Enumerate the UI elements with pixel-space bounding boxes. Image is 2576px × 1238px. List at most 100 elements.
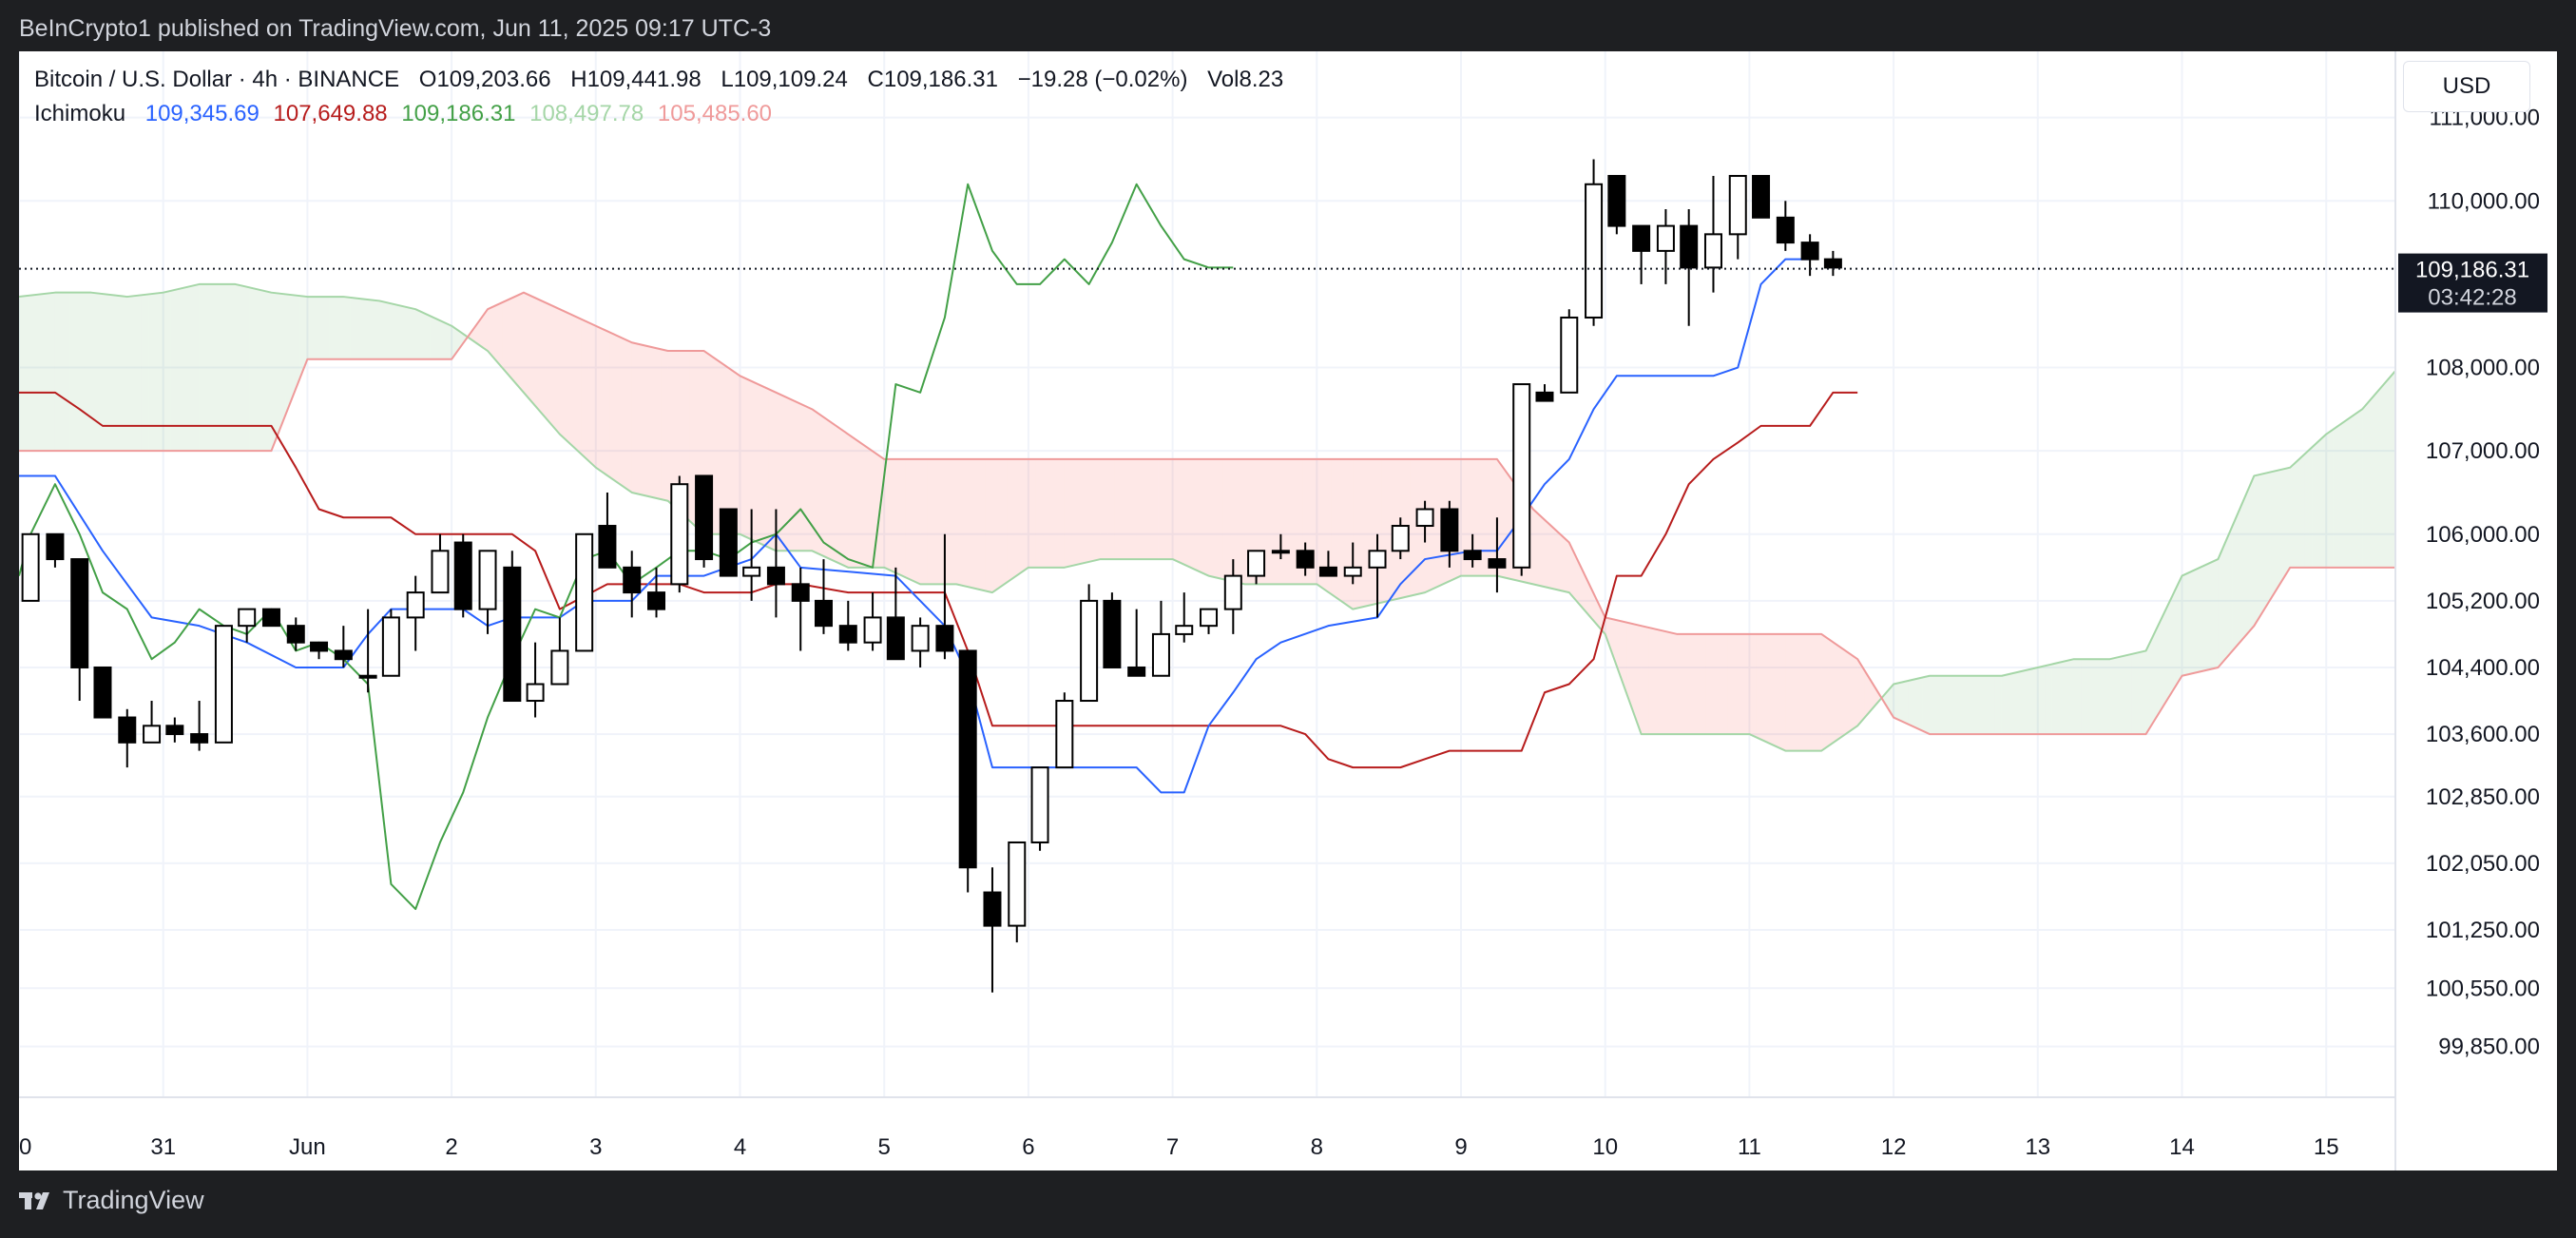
cloud-segment [2268,471,2277,603]
cloud-segment [1634,624,1642,735]
cloud-segment [1699,633,1706,735]
cloud-segment [1655,629,1663,735]
cloud-segment [625,339,632,493]
cloud-segment [1086,458,1094,563]
candle-body [598,525,617,569]
candle-body [911,625,930,652]
cloud-segment [84,292,91,452]
cloud-segment [725,365,733,534]
candle-body [1415,508,1434,528]
cloud-segment [891,458,899,574]
tradingview-logo[interactable]: TradingView [19,1186,204,1215]
candle [118,708,137,768]
indicator-name[interactable]: Ichimoku [34,101,126,126]
cloud-segment [436,319,445,359]
cloud-segment [112,295,121,452]
candle [766,509,785,618]
candle [1247,550,1266,585]
currency-button[interactable]: USD [2403,61,2530,112]
cloud-segment [1994,675,2002,735]
cloud-segment [1540,515,1548,588]
cloud-segment [350,297,358,359]
cloud-segment [62,292,70,452]
cloud-segment [1013,458,1022,578]
cloud-segment [934,458,942,585]
chart-panel[interactable]: 111,000.00 110,000.00 108,000.00 107,000.00… [19,51,2557,1170]
cloud-segment [48,292,55,452]
candle [1560,309,1579,394]
cloud-segment [1317,458,1324,590]
candle [1703,176,1722,293]
candle [214,625,233,744]
candle [358,609,377,693]
cloud-segment [1641,626,1649,735]
cloud-segment [840,429,849,568]
cloud-segment [2282,467,2291,580]
cloud-segment [1237,458,1245,585]
cloud-segment [516,292,524,393]
cloud-segment [1908,679,1915,728]
candle-body [1127,666,1146,677]
cloud-segment [2362,400,2370,568]
candle-body [742,566,761,577]
cloud-segment [761,385,769,548]
chart-svg[interactable]: 111,000.00110,000.00108,000.00107,000.00… [19,51,2557,1170]
time-tick-label: 3 [589,1134,602,1160]
published-by-text: BeInCrypto1 published on TradingView.com… [19,15,772,42]
price-tick-label: 106,000.00 [2426,522,2540,548]
candle-body [1823,258,1842,269]
price-tick-label: 107,000.00 [2426,438,2540,464]
cloud-segment [639,344,646,496]
cloud-segment [776,392,784,551]
candle [1080,584,1099,703]
lagging-line [19,183,1234,911]
cloud-segment [1064,458,1072,568]
cloud-segment [718,360,726,534]
cloud-segment [2333,424,2341,568]
cloud-segment [1843,648,1851,736]
cloud-segment [804,405,813,551]
candle-body [886,616,905,661]
cloud-segment [2312,440,2319,568]
cloud-segment [538,299,546,418]
candle-body [46,532,65,561]
ichimoku-cloud [19,283,2543,751]
candle [1632,224,1651,284]
cloud-segment [365,299,373,359]
cloud-segment [545,302,553,426]
cloud-segment [444,322,452,359]
cloud-segment [1669,632,1678,735]
candle [1223,559,1242,634]
cloud-segment [343,297,351,359]
cloud-segment [1836,644,1844,742]
cloud-segment [76,292,85,452]
cloud-segment [488,305,495,359]
cloud-segment [1799,633,1808,751]
time-axis: 30 31 Jun 2 3 4 5 6 7 8 9 10 11 12 13 14 15 [19,1096,2395,1160]
last-price-value: 109,186.31 [2415,258,2529,283]
cloud-segment [1093,458,1101,561]
cloud-segment [754,382,762,545]
cloud-segment [1648,627,1656,735]
cloud-segment [567,312,575,448]
candle-body [118,716,137,744]
candle-body [1223,574,1242,610]
ohlc-close: C109,186.31 [867,67,998,92]
cloud-segment [595,325,604,473]
cloud-segment [2124,653,2132,735]
cloud-segment [1590,587,1599,627]
cloud-segment [740,376,748,538]
cloud-segment [206,283,214,452]
candle-body [863,616,882,644]
time-tick-label: 14 [2169,1134,2195,1160]
candle [1752,175,1771,219]
cloud-segment [790,398,798,551]
cloud-segment [379,300,387,359]
time-tick-label: 8 [1311,1134,1323,1160]
candle-body [406,591,425,619]
cloud-segment [963,458,971,588]
cloud-segment [2182,572,2190,676]
cloud-segment [1201,458,1209,576]
candle [1656,209,1675,284]
price-tick-label: 103,600.00 [2426,722,2540,747]
